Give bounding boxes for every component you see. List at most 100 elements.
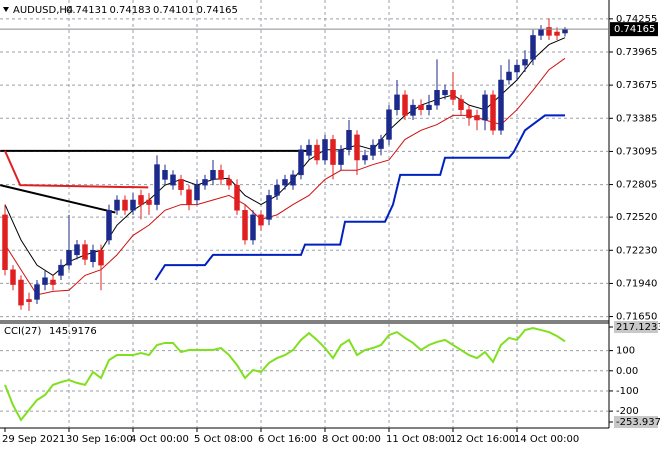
candle-body (250, 214, 256, 241)
chart-title: AUDUSD,H4 (13, 5, 73, 16)
x-tick-label: 4 Oct 00:00 (130, 434, 189, 445)
candle-body (178, 179, 184, 190)
candle-body (34, 284, 40, 300)
candle-body (378, 139, 384, 149)
candle-body (10, 269, 16, 285)
x-tick-label: 14 Oct 00:00 (514, 434, 579, 445)
y-tick-label: -100 (616, 386, 639, 397)
candle-body (442, 90, 448, 96)
candle-body (290, 174, 296, 186)
candle-body (130, 199, 136, 211)
y-tick-label: 0.71650 (616, 312, 657, 323)
ohlc-value: 0.74165 (197, 5, 238, 16)
ohlc-value: 0.74183 (110, 5, 151, 16)
candle-body (474, 115, 480, 121)
candle-body (98, 250, 104, 266)
candle-body (90, 250, 96, 262)
candle-body (562, 28, 568, 34)
x-tick-label: 11 Oct 08:00 (386, 434, 451, 445)
candle-body (450, 90, 456, 100)
price-marker (610, 22, 658, 37)
candle-body (362, 155, 368, 161)
candle-body (418, 104, 424, 110)
candle-body (114, 199, 120, 211)
y-tick-label: 0.74255 (616, 14, 657, 25)
candle-body (354, 134, 360, 161)
candle-body (50, 279, 56, 285)
indicator-line (0, 184, 116, 214)
y-tick-label: -200 (616, 406, 639, 417)
y-tick-label: 0.72520 (616, 212, 657, 223)
candle-body (194, 184, 200, 201)
candle-body (138, 195, 144, 205)
candle-body (554, 31, 560, 36)
candle-body (386, 109, 392, 140)
ohlc-value: 0.74101 (153, 5, 194, 16)
y-tick-label: 0.73965 (616, 47, 657, 58)
candle-body (58, 264, 64, 276)
x-tick-label: 12 Oct 16:00 (450, 434, 515, 445)
x-tick-label: 5 Oct 08:00 (194, 434, 253, 445)
y-tick-label: 0.72805 (616, 180, 657, 191)
candle-body (170, 174, 176, 186)
candle-body (154, 164, 160, 205)
y-tick-box (614, 416, 658, 428)
x-tick-label: 29 Sep 2021 (2, 434, 65, 445)
candle-body (26, 299, 32, 302)
y-tick-label: 217.1233 (616, 322, 660, 333)
candle-body (506, 71, 512, 81)
candle-body (218, 170, 224, 180)
y-tick-box (614, 321, 658, 333)
price-marker-label: 0.74165 (614, 24, 655, 35)
candle-body (322, 139, 328, 161)
y-tick-label: 0.00 (616, 366, 638, 377)
candle-body (122, 199, 128, 211)
candle-body (490, 94, 496, 131)
candle-body (266, 195, 272, 220)
candle-body (522, 59, 528, 66)
candle-body (282, 179, 288, 186)
cci-line (4, 327, 566, 422)
candle-body (186, 189, 192, 205)
indicator-title: CCI(27) (4, 326, 42, 337)
candle-body (466, 109, 472, 118)
candle-body (82, 244, 88, 260)
candle-body (338, 149, 344, 165)
y-tick-label: 0.73675 (616, 80, 657, 91)
candle-body (482, 94, 488, 121)
candle-body (530, 35, 536, 60)
candle-body (66, 250, 72, 266)
y-tick-label: 0.72230 (616, 245, 657, 256)
candle-body (410, 104, 416, 116)
y-tick-label: 0.73095 (616, 146, 657, 157)
x-tick-label: 6 Oct 16:00 (258, 434, 317, 445)
candle-body (234, 184, 240, 211)
menu-arrow (3, 7, 9, 12)
y-tick-label: 0.71940 (616, 278, 657, 289)
candle-body (370, 144, 376, 156)
candle-body (546, 27, 552, 36)
candle-body (314, 144, 320, 161)
candle-body (498, 79, 504, 131)
indicator-value: 145.9176 (49, 326, 97, 337)
candle-body (274, 184, 280, 196)
candle-body (434, 90, 440, 106)
candle-body (514, 64, 520, 73)
ohlc-value: 0.74131 (66, 5, 107, 16)
candle-body (242, 210, 248, 241)
x-tick-label: 8 Oct 00:00 (322, 434, 381, 445)
candle-body (146, 199, 152, 205)
candle-body (330, 139, 336, 165)
candle-body (18, 279, 24, 306)
y-tick-label: 0.73385 (616, 113, 657, 124)
y-tick-label: -253.9371 (616, 417, 660, 428)
candle-body (458, 99, 464, 110)
candle-body (42, 277, 48, 285)
candle-body (258, 214, 264, 226)
candle-body (426, 104, 432, 110)
x-tick-label: 30 Sep 16:00 (66, 434, 133, 445)
indicator-line (4, 150, 149, 189)
candle-body (162, 170, 168, 180)
